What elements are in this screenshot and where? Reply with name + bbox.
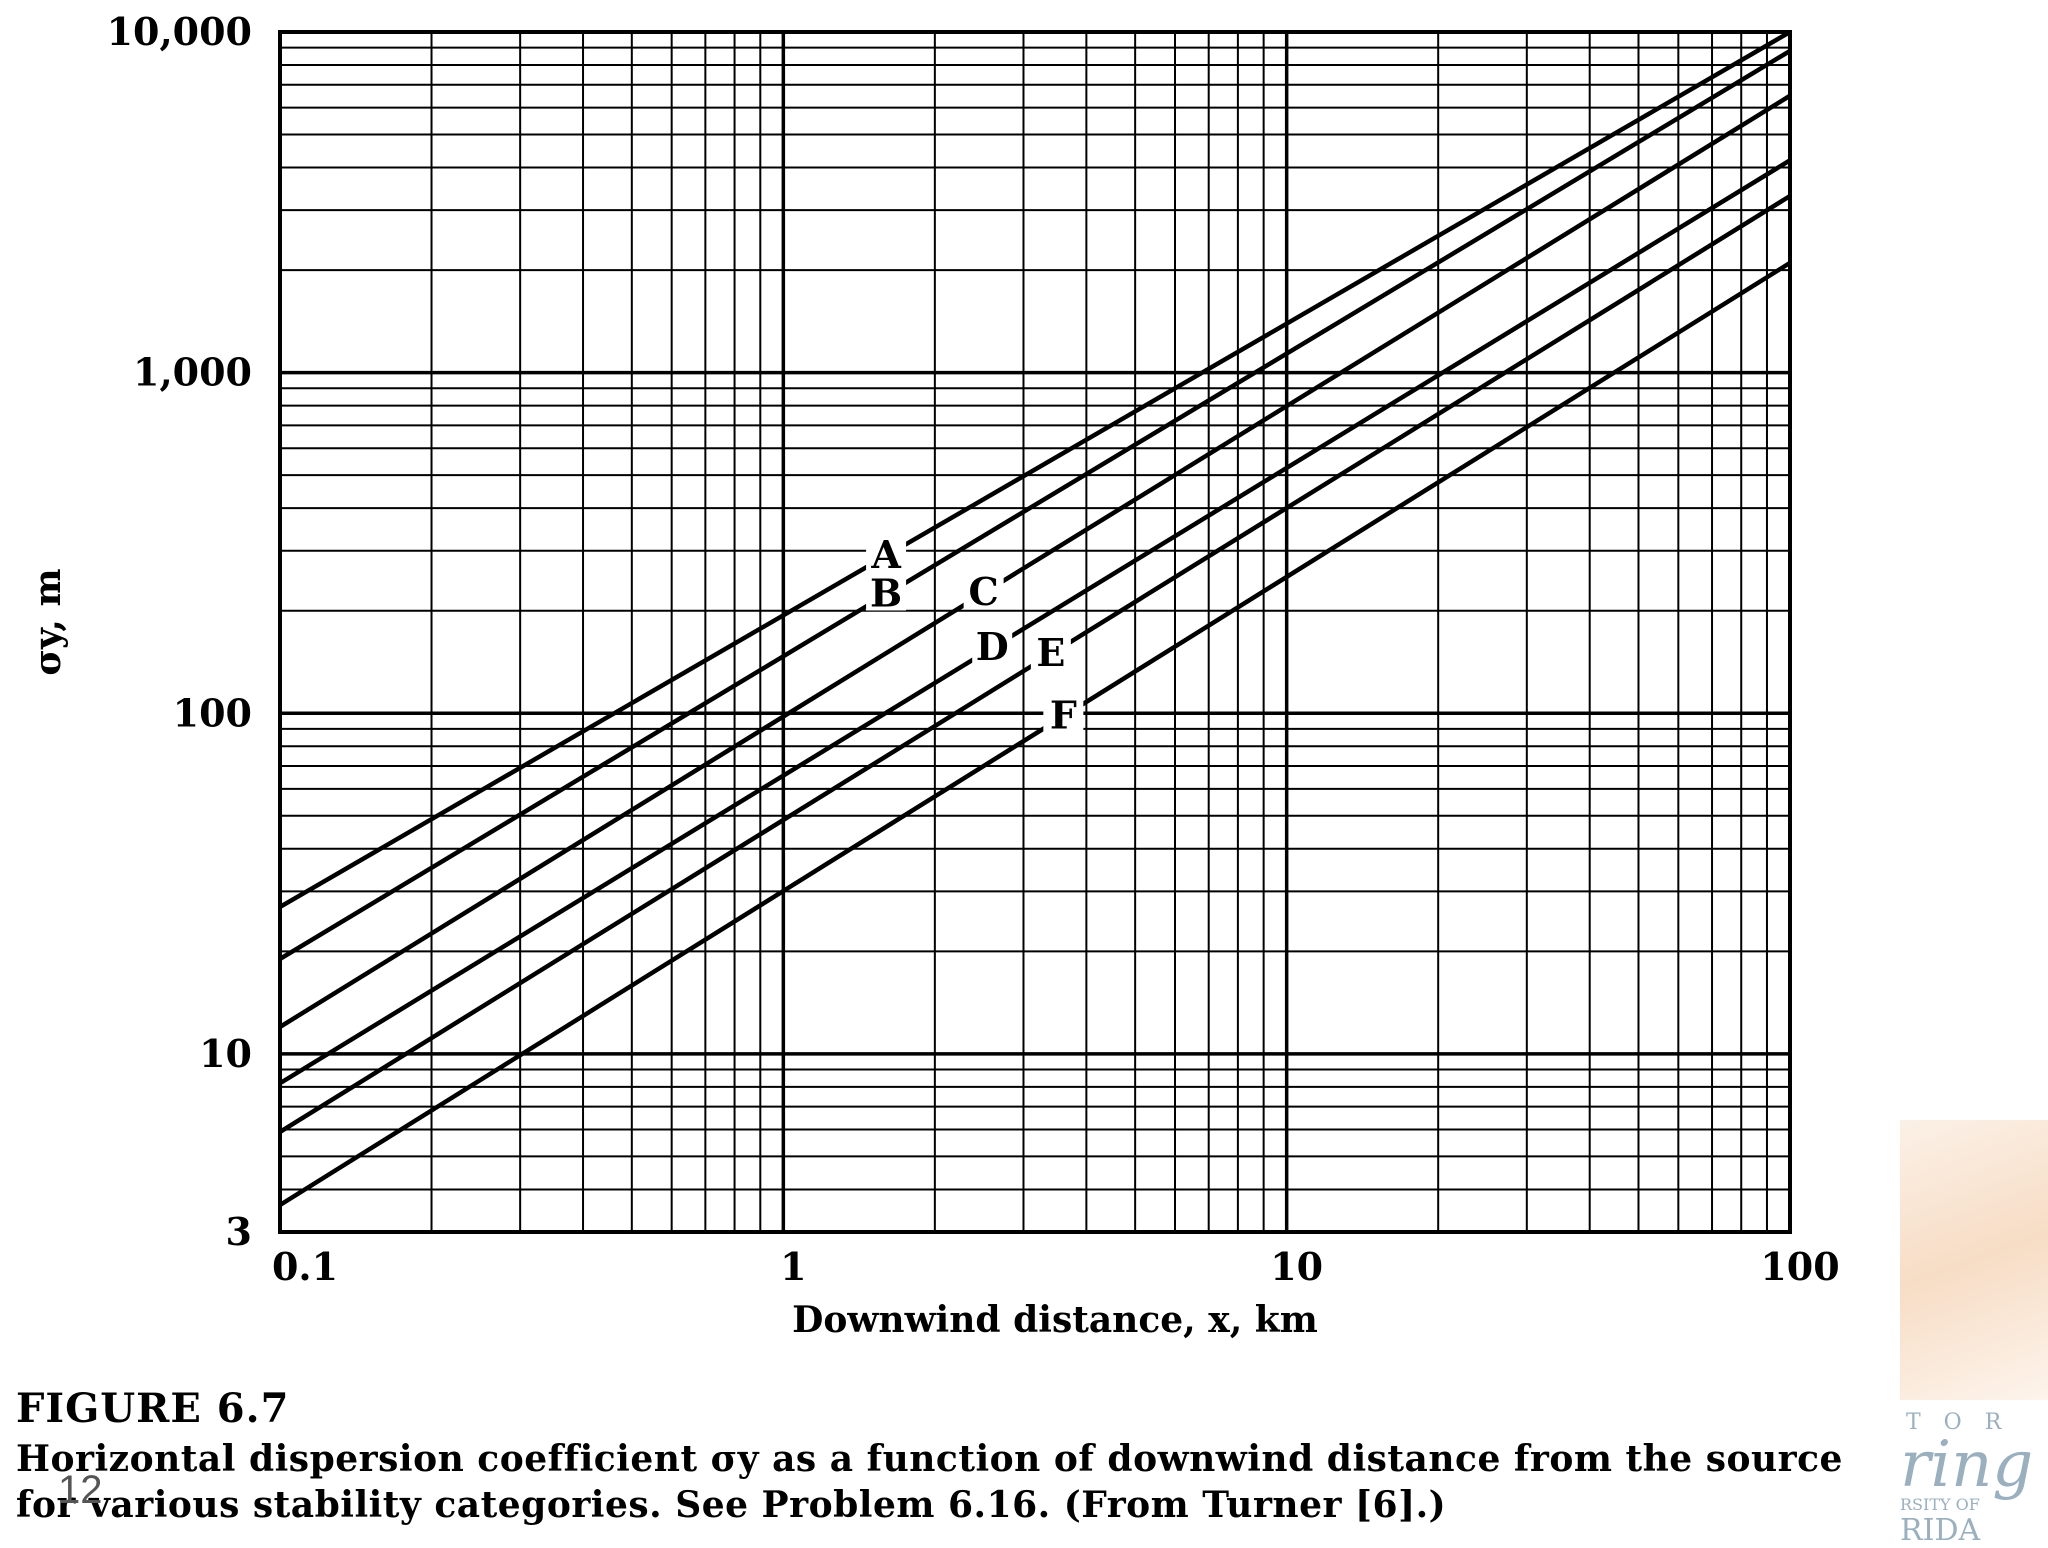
chart-series	[278, 30, 1792, 1207]
series-label-bg	[1043, 692, 1084, 733]
dispersion-chart: AB CD EF 0.1 1 10 100 10,000 1,000 100 10 3 Downwi…	[27, 9, 1840, 1341]
x-tick-label: 100	[1760, 1244, 1839, 1289]
series-label-c: C	[969, 569, 999, 614]
series-line-f	[278, 260, 1792, 1207]
x-axis-label: Downwind distance, x, km	[792, 1299, 1318, 1341]
series-label-d: D	[976, 624, 1009, 669]
logo-watermark	[1900, 1120, 2048, 1400]
logo-line-2: ring	[1900, 1428, 2034, 1502]
series-line-d	[278, 158, 1792, 1086]
y-tick-label: 10,000	[107, 9, 252, 54]
x-tick-label: 1	[780, 1244, 806, 1289]
y-tick-label: 1,000	[133, 350, 252, 395]
chart-series-labels: AB CD EF	[866, 531, 1084, 737]
logo-line-1: T O R	[1906, 1410, 2010, 1435]
series-line-a	[278, 30, 1792, 909]
series-label-b: B	[870, 570, 902, 615]
figure-caption: FIGURE 6.7 Horizontal dispersion coeffic…	[16, 1385, 1876, 1528]
series-label-a: A	[870, 532, 901, 577]
logo-line-4: RIDA	[1900, 1513, 1981, 1548]
y-axis-label: σy, m	[27, 568, 69, 675]
slide-number: 12	[58, 1468, 103, 1512]
series-label-e: E	[1036, 630, 1065, 675]
figure-title: FIGURE 6.7	[16, 1385, 290, 1432]
university-logo: T O R ring RSITY OF RIDA	[1900, 1120, 2048, 1547]
y-tick-label: 3	[226, 1209, 252, 1254]
logo-line-3: RSITY OF	[1900, 1495, 1980, 1514]
series-line-c	[278, 93, 1792, 1029]
figure-caption-text: Horizontal dispersion coefficient σy as …	[16, 1438, 1843, 1526]
logo-text: T O R ring RSITY OF RIDA	[1900, 1410, 2048, 1547]
chart-tick-labels: 0.1 1 10 100 10,000 1,000 100 10 3	[107, 9, 1840, 1289]
series-label-bg	[866, 570, 907, 611]
series-label-bg	[963, 569, 1004, 610]
series-label-bg	[972, 623, 1013, 664]
x-tick-label: 0.1	[272, 1244, 338, 1289]
y-tick-label: 10	[199, 1031, 252, 1076]
y-tick-label: 100	[173, 690, 252, 735]
plot-frame	[278, 30, 1792, 1234]
series-label-bg	[1030, 630, 1071, 671]
x-tick-label: 10	[1270, 1244, 1323, 1289]
series-label-bg	[866, 531, 907, 572]
series-line-b	[278, 48, 1792, 961]
series-label-f: F	[1050, 692, 1077, 737]
